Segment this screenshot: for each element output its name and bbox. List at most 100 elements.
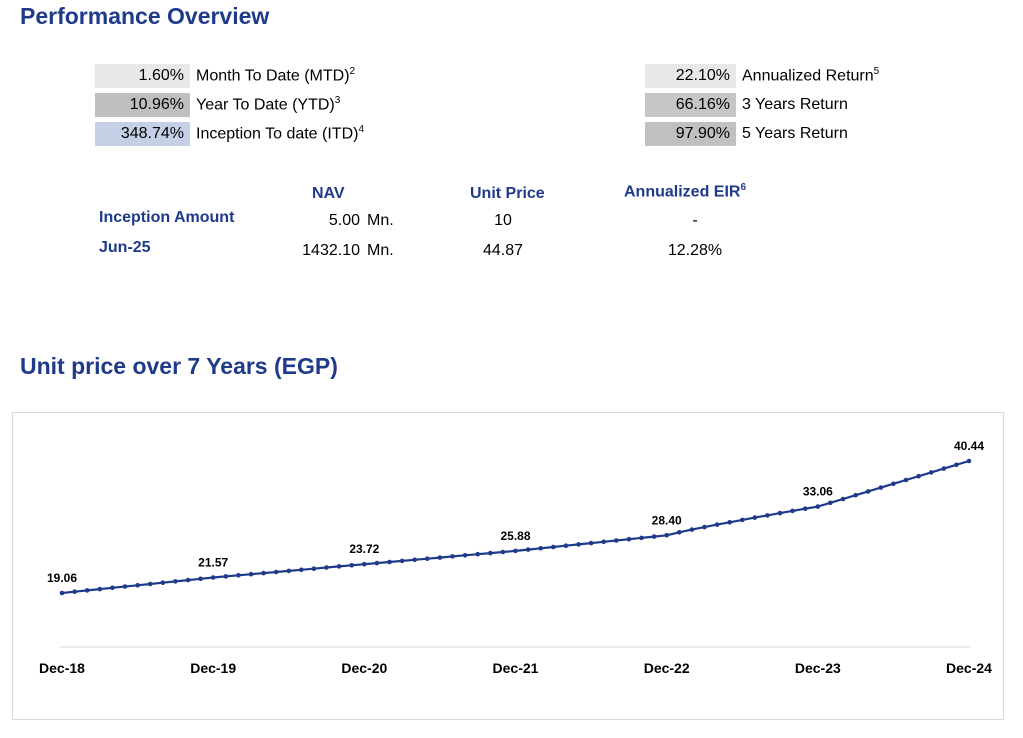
data-point — [399, 558, 405, 564]
data-point — [903, 477, 909, 483]
data-point — [135, 583, 140, 588]
data-point — [223, 574, 229, 579]
data-point — [513, 548, 518, 554]
data-point — [626, 536, 632, 542]
ytd-value: 10.96% — [95, 93, 190, 117]
ytd-label: Year To Date (YTD)3 — [196, 95, 341, 114]
data-point — [941, 466, 947, 471]
data-point — [954, 462, 959, 468]
nav-header: NAV — [312, 185, 345, 202]
data-point — [387, 559, 392, 565]
data-point — [122, 584, 128, 589]
data-point — [349, 563, 355, 568]
data-point — [59, 590, 65, 596]
data-point — [261, 570, 266, 576]
data-point — [286, 568, 292, 574]
x-tick-label: Dec-20 — [341, 660, 387, 676]
mtd-label: Month To Date (MTD)2 — [196, 66, 356, 85]
data-point — [97, 586, 103, 592]
data-point — [198, 576, 203, 582]
data-point — [664, 533, 669, 538]
data-point — [437, 555, 443, 560]
data-point — [765, 513, 770, 518]
data-point — [324, 565, 329, 570]
inception-nav-unit: Mn. — [367, 212, 394, 229]
stat-row-ytd: 10.96% Year To Date (YTD)3 — [95, 93, 340, 117]
data-point — [576, 542, 581, 547]
data-point — [362, 561, 367, 567]
data-point — [551, 544, 556, 550]
row-label-jun25: Jun-25 — [99, 239, 151, 256]
data-point — [639, 535, 644, 541]
data-point — [878, 485, 884, 490]
eir-header: Annualized EIR6 — [624, 182, 747, 201]
x-tick-label: Dec-22 — [644, 660, 690, 676]
inception-eir: - — [692, 212, 698, 229]
data-point — [299, 567, 304, 573]
data-point — [525, 547, 531, 552]
data-point — [110, 585, 115, 591]
five-years-return-value: 97.90% — [645, 122, 736, 146]
chart-frame: Dec-18 Dec-19 Dec-20 Dec-21 Dec-22 Dec-23 Dec-… — [12, 412, 1004, 720]
x-tick-label: Dec-19 — [190, 660, 236, 676]
data-point — [916, 473, 921, 479]
stat-row-3y-return: 66.16% 3 Years Return — [645, 93, 848, 117]
data-point — [815, 504, 821, 509]
stat-row-annualized-return: 22.10% Annualized Return5 — [645, 64, 879, 88]
data-point — [966, 458, 972, 464]
data-point — [412, 557, 418, 563]
data-point — [928, 470, 934, 475]
jun25-eir: 12.28% — [667, 242, 723, 259]
unit-price-line-chart: Dec-18 Dec-19 Dec-20 Dec-21 Dec-22 Dec-23 Dec-… — [39, 439, 992, 676]
x-tick-label: Dec-24 — [946, 660, 992, 676]
x-tick-label: Dec-18 — [39, 660, 85, 676]
data-point — [185, 577, 191, 583]
data-label: 28.40 — [652, 513, 682, 527]
data-point — [752, 515, 758, 520]
three-years-return-label: 3 Years Return — [742, 96, 848, 113]
data-point — [450, 554, 455, 559]
data-point — [72, 589, 77, 594]
data-point — [563, 543, 569, 548]
jun25-nav-unit: Mn. — [367, 242, 394, 259]
data-label: 40.44 — [954, 439, 984, 453]
data-point — [84, 588, 90, 593]
data-point — [160, 580, 166, 585]
three-years-return-value: 66.16% — [645, 93, 736, 117]
data-point — [828, 500, 833, 506]
data-point — [702, 524, 707, 530]
data-label: 25.88 — [500, 529, 530, 543]
data-point — [601, 539, 606, 545]
data-label: 19.06 — [47, 571, 77, 585]
data-label: 21.57 — [198, 556, 228, 570]
x-tick-label: Dec-23 — [795, 660, 841, 676]
data-point — [311, 566, 317, 571]
data-point — [677, 530, 682, 535]
jun25-unit-price: 44.87 — [482, 242, 524, 259]
data-point — [173, 579, 178, 584]
data-point — [462, 553, 468, 558]
annualized-return-label: Annualized Return5 — [742, 66, 880, 85]
data-point — [374, 560, 380, 566]
data-point — [147, 581, 153, 587]
data-point — [689, 527, 695, 532]
jun25-nav-value: 1432.10 — [302, 242, 360, 259]
data-point — [488, 550, 493, 556]
page-title: Performance Overview — [20, 3, 270, 29]
inception-nav-value: 5.00 — [328, 212, 360, 229]
inception-unit-price: 10 — [494, 212, 512, 229]
data-point — [588, 540, 594, 546]
mtd-value: 1.60% — [95, 64, 190, 88]
data-point — [853, 492, 858, 498]
data-point — [248, 571, 254, 577]
itd-label: Inception To date (ITD)4 — [196, 124, 365, 143]
unit-price-header: Unit Price — [470, 185, 545, 202]
five-years-return-label: 5 Years Return — [742, 125, 848, 142]
stat-row-5y-return: 97.90% 5 Years Return — [645, 122, 848, 146]
data-point — [802, 506, 808, 511]
chart-title: Unit price over 7 Years (EGP) — [20, 353, 338, 379]
data-point — [740, 517, 745, 523]
data-point — [777, 510, 783, 516]
itd-value: 348.74% — [95, 122, 190, 146]
data-point — [714, 522, 720, 527]
